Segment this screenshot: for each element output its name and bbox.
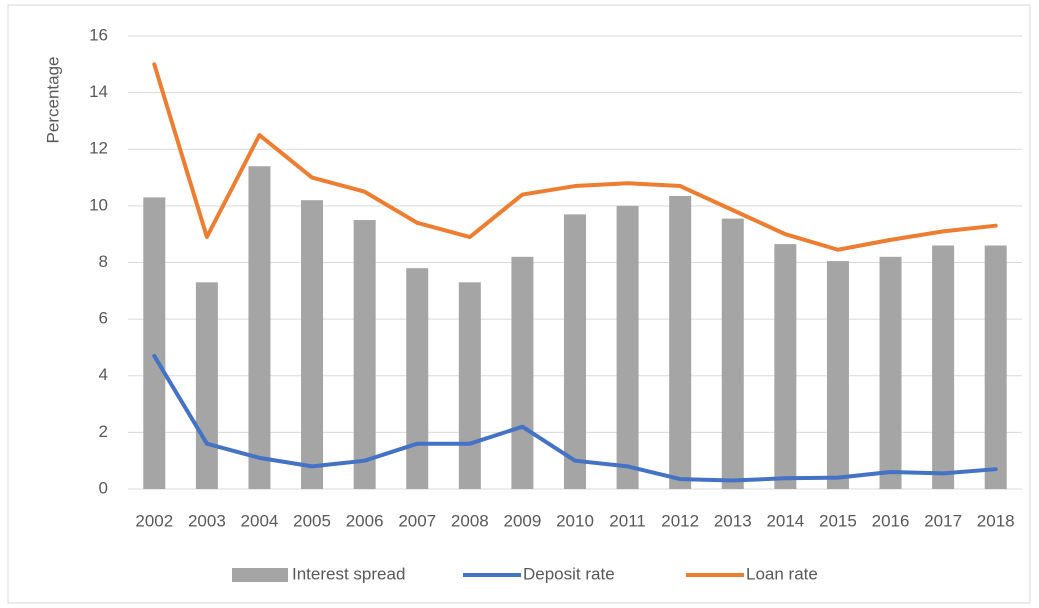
- bar: [669, 195, 692, 489]
- y-axis-label: Percentage: [43, 57, 62, 144]
- line: [152, 353, 998, 483]
- line: [152, 62, 998, 252]
- x-tick-label: 2005: [293, 511, 331, 530]
- x-tick-label: 2010: [556, 511, 594, 530]
- x-tick-label: 2014: [766, 511, 804, 530]
- y-tick-label: 10: [89, 195, 108, 214]
- bar: [616, 205, 639, 489]
- legend-label: Interest spread: [292, 564, 405, 583]
- x-tick-label: 2017: [924, 511, 962, 530]
- y-tick-label: 0: [99, 478, 108, 497]
- legend-label: Deposit rate: [523, 564, 615, 583]
- y-tick-label: 2: [99, 422, 108, 441]
- legend-label: Loan rate: [746, 564, 818, 583]
- x-tick-label: 2016: [872, 511, 910, 530]
- y-tick-label: 6: [99, 309, 108, 328]
- bar: [932, 245, 955, 489]
- y-tick-label: 14: [89, 82, 108, 101]
- x-tick-label: 2012: [661, 511, 699, 530]
- y-tick-label: 16: [89, 25, 108, 44]
- x-tick-label: 2004: [241, 511, 279, 530]
- bar: [879, 256, 902, 489]
- bar: [984, 245, 1007, 489]
- bar: [564, 214, 586, 489]
- y-tick-label: 8: [99, 252, 108, 271]
- bar: [195, 282, 218, 489]
- x-tick-label: 2006: [346, 511, 384, 530]
- x-tick-label: 2008: [451, 511, 489, 530]
- x-tick-label: 2015: [819, 511, 857, 530]
- bar: [353, 220, 376, 489]
- x-tick-label: 2013: [714, 511, 752, 530]
- bar: [301, 200, 324, 489]
- legend-swatch: [232, 568, 288, 582]
- bar: [826, 261, 849, 489]
- bar: [458, 282, 481, 489]
- y-tick-label: 4: [99, 365, 108, 384]
- bar: [406, 268, 429, 489]
- y-tick-label: 12: [89, 139, 108, 158]
- bar: [143, 197, 166, 489]
- bar: [511, 256, 534, 489]
- x-tick-label: 2011: [609, 511, 646, 530]
- x-tick-label: 2007: [398, 511, 436, 530]
- x-tick-label: 2018: [977, 511, 1015, 530]
- bar: [248, 166, 271, 490]
- x-tick-label: 2003: [188, 511, 226, 530]
- bar: [774, 244, 797, 489]
- x-tick-label: 2009: [503, 511, 541, 530]
- bar: [721, 218, 744, 489]
- x-tick-label: 2002: [135, 511, 173, 530]
